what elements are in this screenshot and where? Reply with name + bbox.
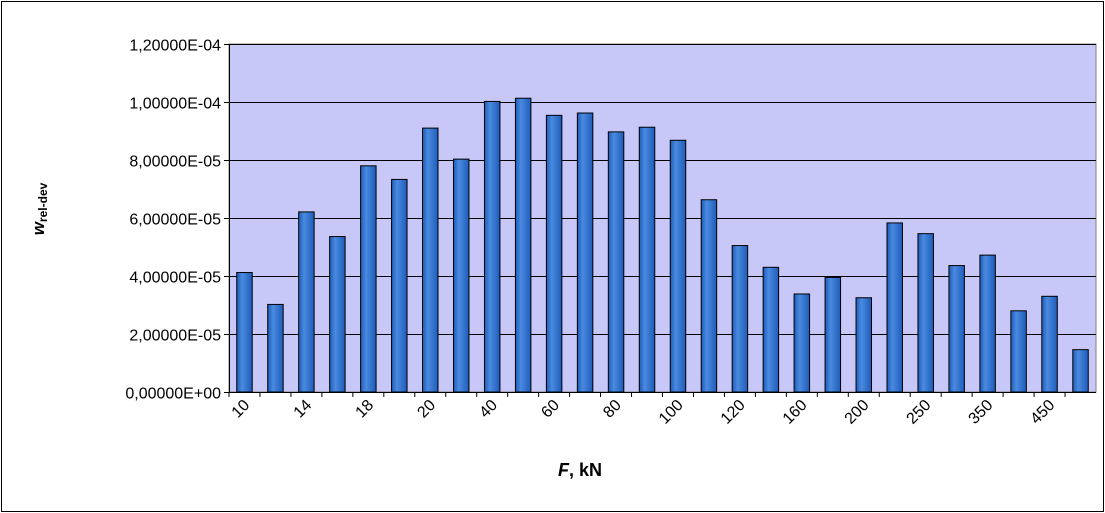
x-tick-label: 450 [1027, 397, 1058, 428]
bar-350 [979, 254, 996, 393]
x-tick-label: 120 [718, 397, 749, 428]
bar-70 [576, 112, 594, 393]
y-tick-label: 4,00000E-05 [129, 270, 221, 287]
x-tick-label: 160 [780, 397, 811, 428]
x-tick-label: 200 [842, 397, 873, 428]
bar-250 [917, 233, 934, 393]
bar-90 [638, 126, 656, 393]
x-axis-ticks: 10 14 18 20 40 60 80 100 120 160 200 250 350 450 [228, 392, 1096, 428]
bar-225 [886, 222, 903, 393]
x-tick-label: 80 [600, 397, 625, 422]
y-tick-label: 2,00000E-05 [129, 328, 221, 345]
y-tick-label: 8,00000E-05 [129, 154, 221, 171]
bar-18 [360, 165, 377, 393]
bar-30 [452, 158, 470, 393]
x-tick-label: 40 [476, 397, 501, 422]
y-axis-title: wrel-dev [29, 182, 50, 235]
x-tick-label: 60 [538, 397, 563, 422]
x-tick-label: 350 [966, 397, 997, 428]
y-axis-title-symbol: w [29, 220, 48, 235]
bar-120 [731, 245, 749, 393]
bar-60 [545, 114, 563, 393]
x-tick-label: 250 [904, 397, 935, 428]
bar-20 [422, 127, 439, 393]
y-axis-title-subscript: rel-dev [36, 182, 50, 222]
y-tick-label: 1,00000E-04 [129, 96, 221, 113]
bar-300 [948, 265, 965, 393]
bar-180 [824, 276, 842, 393]
bar-40 [483, 100, 501, 393]
x-axis-title: F, kN [558, 460, 602, 480]
x-tick-label: 14 [291, 397, 316, 422]
x-tick-label: 10 [229, 397, 254, 422]
bar-200 [855, 297, 873, 393]
bar-450 [1041, 295, 1058, 393]
bar-14 [298, 211, 315, 393]
bar-12 [267, 303, 284, 393]
y-tick-label: 0,00000E+00 [125, 386, 221, 403]
bar-19 [391, 178, 408, 393]
y-tick-label: 1,20000E-04 [129, 38, 221, 55]
x-tick-label: 20 [414, 397, 439, 422]
bar-80 [607, 131, 625, 393]
bar-50 [514, 97, 532, 393]
bar-100 [669, 139, 687, 393]
x-axis-title-unit: , kN [569, 460, 602, 480]
bar-400 [1010, 310, 1027, 393]
bar-140 [762, 266, 780, 393]
bars [236, 97, 1089, 393]
bar-10 [236, 272, 253, 393]
bar-16 [329, 236, 346, 393]
y-axis-ticks: 0,00000E+00 2,00000E-05 4,00000E-05 6,00000… [125, 38, 230, 403]
bar-110 [700, 199, 718, 393]
bar-500 [1072, 349, 1089, 393]
x-tick-label: 18 [353, 397, 378, 422]
x-tick-label: 100 [656, 397, 687, 428]
y-tick-label: 6,00000E-05 [129, 212, 221, 229]
bar-160 [793, 293, 811, 393]
x-axis-title-symbol: F [558, 460, 570, 480]
